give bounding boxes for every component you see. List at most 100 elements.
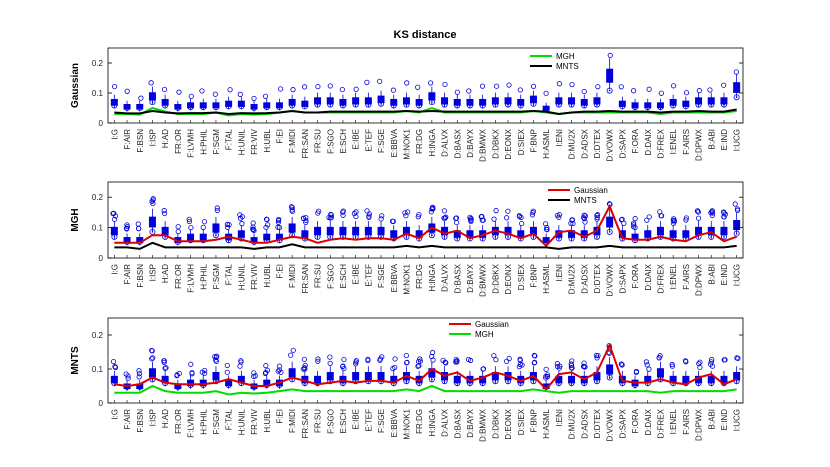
outlier-point (644, 217, 650, 223)
box-mean-dot (278, 106, 281, 108)
box-body (288, 368, 296, 378)
box-mean-dot (342, 104, 344, 107)
box-mean-marker (212, 104, 219, 111)
box-mean-dot (583, 237, 586, 240)
box-mean-marker (657, 104, 664, 111)
box-mean-marker (517, 102, 524, 109)
y-tick-label: 0 (99, 254, 104, 263)
x-tick-label: F:AIR (123, 129, 132, 150)
outlier-point (263, 224, 269, 230)
outlier-point (339, 86, 345, 93)
x-tick-label: D:DBKX (491, 263, 500, 293)
x-tick-label: F:ORA (631, 263, 640, 288)
x-tick-label: D:VOWX (606, 128, 615, 161)
outlier-point (543, 221, 549, 227)
box-6 (187, 93, 195, 111)
box-4 (161, 86, 169, 109)
box-mean-marker (149, 99, 156, 106)
box-35 (555, 81, 563, 108)
outlier-point (479, 83, 486, 89)
box-28 (466, 88, 474, 109)
box-mean-marker (187, 104, 194, 111)
box-12 (262, 93, 271, 111)
box-mean-dot (329, 236, 332, 238)
outlier-point (443, 360, 449, 366)
box-mean-marker (581, 102, 588, 109)
outlier-point (290, 347, 296, 353)
outlier-point (695, 209, 702, 215)
x-tick-label: H:PHIL (199, 263, 208, 289)
box-body (352, 226, 360, 236)
box-mean-dot (583, 104, 586, 107)
box-11 (250, 95, 258, 112)
outlier-point (582, 219, 588, 225)
outlier-point (263, 369, 269, 376)
box-mean-marker (695, 101, 702, 108)
x-tick-label: B:ABI (707, 264, 716, 284)
outlier-point (288, 352, 294, 358)
outlier-point (123, 371, 129, 377)
outlier-point (252, 373, 258, 379)
outlier-point (315, 210, 321, 216)
outlier-point (200, 224, 206, 230)
box-mean-marker (454, 102, 461, 109)
box-body (733, 220, 741, 231)
box-body (110, 226, 118, 236)
outlier-point (631, 220, 637, 226)
outlier-point (379, 213, 385, 219)
box-1 (123, 88, 131, 112)
box-42 (644, 214, 652, 242)
outlier-point (683, 90, 690, 96)
box-mean-dot (481, 382, 484, 384)
box-mean-marker (428, 232, 435, 239)
x-tick-label: D:DPWX (695, 263, 704, 296)
box-body (339, 226, 347, 236)
outlier-point (491, 216, 497, 222)
x-tick-label: D:SIEX (517, 408, 526, 435)
box-26 (440, 357, 449, 385)
outlier-point (302, 365, 308, 371)
box-39 (606, 52, 614, 94)
outlier-point (569, 358, 575, 364)
box-mean-dot (189, 106, 192, 108)
box-mean-dot (278, 384, 281, 386)
outlier-point (506, 356, 512, 362)
box-body (669, 230, 677, 238)
outlier-point (683, 359, 689, 365)
box-45 (682, 215, 690, 242)
box-mean-dot (646, 106, 649, 108)
outlier-point (554, 361, 560, 367)
x-tick-label: F:BSN (136, 264, 145, 288)
y-tick-label: 0.2 (92, 193, 104, 202)
outlier-point (341, 365, 347, 372)
box-mean-marker (352, 378, 359, 385)
x-tick-label: F:LVMH (187, 129, 196, 158)
outlier-point (618, 217, 625, 223)
box-body (707, 226, 715, 236)
x-tick-label: I:ENI (555, 129, 564, 147)
series-line-mgh (114, 384, 737, 396)
outlier-point (519, 220, 525, 227)
outlier-point (138, 95, 144, 101)
x-tick-label: D:DAIX (644, 408, 653, 435)
box-43 (656, 209, 665, 240)
box-mean-marker (162, 102, 169, 109)
outlier-point (315, 356, 321, 362)
box-mean-dot (672, 104, 674, 107)
outlier-point (224, 369, 230, 375)
box-mean-marker (403, 378, 410, 385)
box-47 (707, 356, 716, 387)
x-tick-label: I:ENEL (669, 408, 678, 434)
outlier-point (643, 359, 649, 365)
box-body (364, 226, 372, 236)
box-10 (237, 212, 245, 242)
box-mean-dot (431, 378, 433, 381)
box-2 (136, 95, 144, 112)
x-tick-label: D:DTEX (593, 408, 602, 438)
box-21 (377, 213, 385, 240)
box-25 (428, 349, 436, 383)
box-mean-marker (289, 232, 296, 239)
box-mean-marker (466, 102, 473, 109)
outlier-point (340, 209, 346, 215)
outlier-point (238, 358, 244, 364)
